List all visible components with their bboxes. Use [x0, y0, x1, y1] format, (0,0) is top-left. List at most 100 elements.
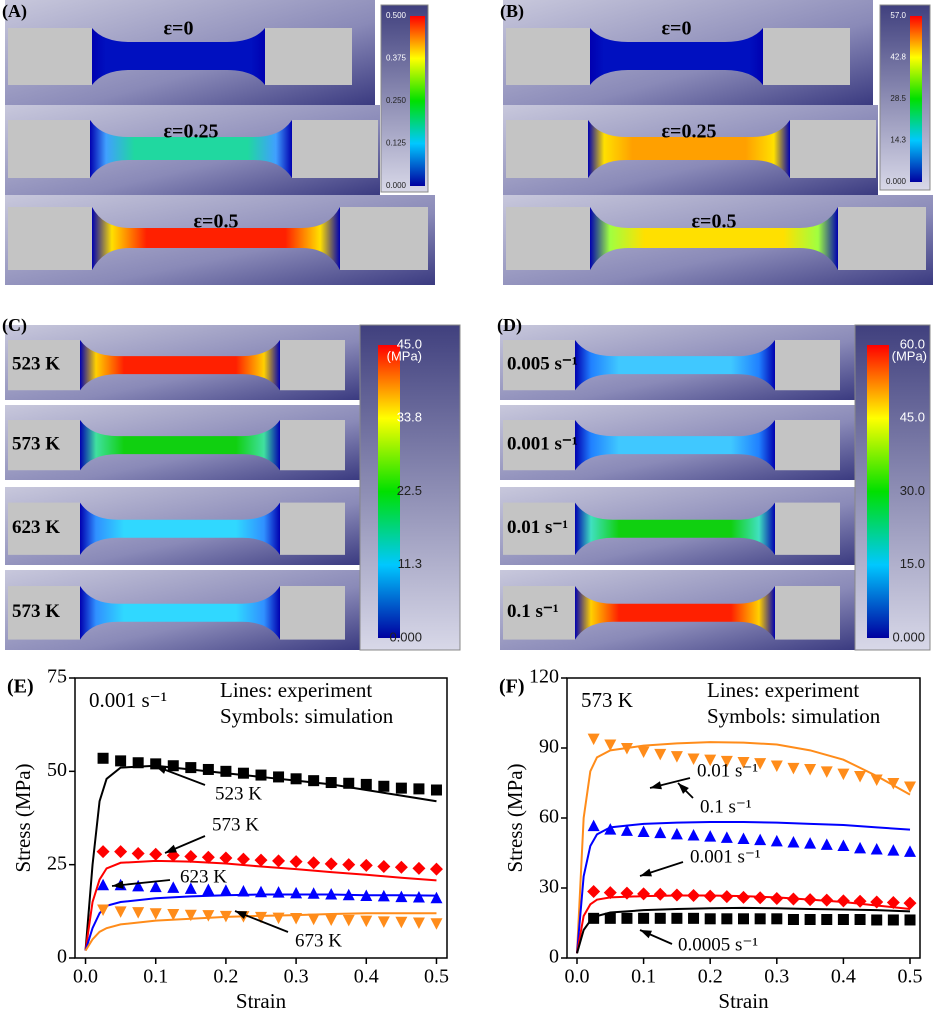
- note: Symbols: simulation: [220, 704, 394, 728]
- sim-point: [377, 860, 391, 874]
- series-label: 0.01 s⁻¹: [697, 760, 758, 781]
- sim-point: [753, 891, 767, 905]
- sim-point: [620, 743, 633, 755]
- specimen-neck: [590, 28, 763, 85]
- series-label: 0.0005 s⁻¹: [678, 934, 758, 955]
- sim-point: [324, 857, 338, 871]
- specimen-neck: [575, 340, 775, 391]
- sim-point: [290, 886, 303, 899]
- sim-point: [220, 765, 232, 777]
- sim-point: [237, 767, 249, 779]
- row-label: 0.01 s⁻¹: [507, 517, 568, 538]
- sim-point: [737, 757, 750, 769]
- sim-point: [887, 778, 900, 790]
- experiment-line: [84, 859, 437, 951]
- sim-point: [308, 775, 320, 787]
- sim-point: [621, 912, 633, 924]
- arrow-head: [235, 911, 247, 919]
- y-tick-label: 90: [539, 736, 559, 758]
- series-label: 623 K: [180, 866, 227, 887]
- sim-point: [149, 908, 162, 920]
- arrow-head: [650, 781, 662, 790]
- x-tick-label: 0.3: [764, 966, 789, 988]
- sim-point: [638, 912, 650, 924]
- sim-point: [637, 746, 650, 758]
- sim-point: [255, 769, 267, 781]
- sim-point: [871, 914, 883, 926]
- sim-point: [587, 885, 601, 898]
- colorbar-label: 28.5: [890, 94, 906, 103]
- grip: [8, 420, 80, 471]
- sim-point: [604, 912, 616, 924]
- sim-point: [837, 768, 850, 781]
- x-tick-label: 0.4: [354, 966, 379, 988]
- sim-point: [412, 891, 425, 903]
- row-label: 573 K: [12, 433, 60, 454]
- series-label: 673 K: [295, 930, 342, 951]
- row-label: 523 K: [12, 353, 60, 374]
- colorbar-label: 30.0: [900, 483, 925, 498]
- sim-point: [903, 896, 917, 910]
- condition: 573 K: [581, 688, 633, 712]
- sim-point: [603, 886, 617, 900]
- panel-label: (F): [499, 676, 525, 698]
- sim-point: [201, 850, 215, 864]
- series-label: 523 K: [215, 783, 262, 804]
- sim-point: [670, 751, 683, 763]
- experiment-line: [84, 893, 437, 951]
- colorbar-label: 14.3: [890, 136, 906, 145]
- colorbar-label: 0.250: [386, 96, 407, 105]
- grip: [790, 120, 876, 178]
- sim-point: [272, 886, 285, 898]
- sim-point: [770, 834, 783, 847]
- sim-point: [96, 845, 110, 859]
- sim-point: [202, 763, 214, 775]
- sim-point: [870, 895, 884, 909]
- x-tick-label: 0.1: [631, 966, 656, 988]
- sim-point: [325, 914, 338, 927]
- sim-point: [787, 914, 799, 925]
- sim-point: [114, 845, 128, 859]
- colorbar-label: 45.0: [397, 336, 422, 351]
- x-tick-label: 0.0: [73, 966, 98, 988]
- x-tick-label: 0.2: [213, 966, 238, 988]
- row-label: 623 K: [12, 517, 60, 538]
- grip: [506, 207, 590, 270]
- colorbar-label: 0.125: [386, 139, 407, 148]
- y-tick-label: 0: [57, 946, 67, 968]
- sim-point: [820, 893, 834, 907]
- colorbar-unit: (MPa): [387, 348, 422, 363]
- panel-label: (B): [500, 1, 524, 22]
- sim-point: [167, 881, 180, 893]
- sim-point: [887, 914, 899, 926]
- colorbar-unit: (MPa): [892, 348, 927, 363]
- sim-point: [219, 851, 233, 865]
- sim-point: [803, 893, 817, 907]
- sim-point: [720, 831, 733, 843]
- experiment-line: [575, 820, 911, 954]
- sim-point: [290, 913, 303, 925]
- grip: [8, 340, 80, 391]
- specimen-neck: [80, 586, 280, 640]
- sim-point: [97, 878, 110, 891]
- strain-label: ε=0: [164, 18, 194, 40]
- sim-point: [854, 914, 866, 925]
- sim-point: [837, 914, 849, 925]
- sim-point: [737, 890, 750, 904]
- colorbar-label: 0.000: [389, 629, 422, 644]
- specimen-neck: [80, 340, 280, 391]
- sim-point: [290, 773, 302, 785]
- specimen-neck: [92, 207, 340, 270]
- sim-point: [836, 894, 850, 908]
- sim-point: [654, 912, 666, 924]
- sim-point: [804, 837, 817, 849]
- sim-point: [654, 748, 667, 761]
- sim-point: [132, 757, 144, 769]
- sim-point: [870, 774, 883, 786]
- row-label: 0.001 s⁻¹: [507, 433, 578, 454]
- sim-point: [704, 754, 717, 767]
- specimen-neck: [80, 420, 280, 471]
- sim-point: [131, 846, 145, 860]
- sim-point: [342, 858, 356, 872]
